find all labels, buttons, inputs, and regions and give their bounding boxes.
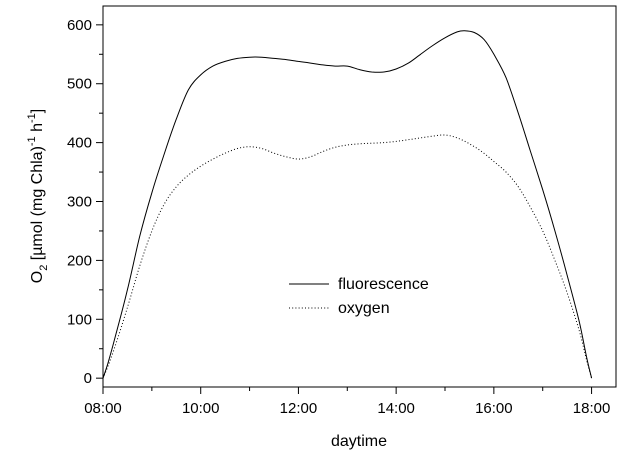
x-tick-label: 12:00: [280, 400, 318, 417]
series-layer: [102, 30, 593, 379]
legend: fluorescence oxygen: [289, 276, 429, 317]
y-tick-label: 600: [67, 17, 92, 34]
series-oxygen: [102, 134, 593, 379]
legend-label-oxygen: oxygen: [338, 300, 390, 317]
x-axis-title: daytime: [331, 433, 387, 450]
y-axis-title: O2 [µmol (mg Chla)-1 h-1]: [26, 109, 50, 284]
series-fluorescence: [102, 30, 593, 379]
x-tick-label: 10:00: [182, 400, 220, 417]
y-tick-label: 0: [84, 370, 92, 387]
legend-label-fluorescence: fluorescence: [338, 276, 429, 293]
x-tick-label: 18:00: [573, 400, 611, 417]
x-tick-label: 08:00: [84, 400, 122, 417]
x-axis-ticks: 08:00 10:00 12:00 14:00 16:00 18:00: [84, 387, 610, 417]
y-tick-label: 300: [67, 194, 92, 211]
y-tick-label: 200: [67, 252, 92, 269]
y-tick-label: 500: [67, 76, 92, 93]
y-axis-ticks: 0 100 200 300 400 500 600: [67, 17, 103, 387]
x-tick-label: 14:00: [377, 400, 415, 417]
plot-frame: [102, 5, 617, 388]
y-tick-label: 100: [67, 311, 92, 328]
x-tick-label: 16:00: [475, 400, 513, 417]
y-tick-label: 400: [67, 135, 92, 152]
